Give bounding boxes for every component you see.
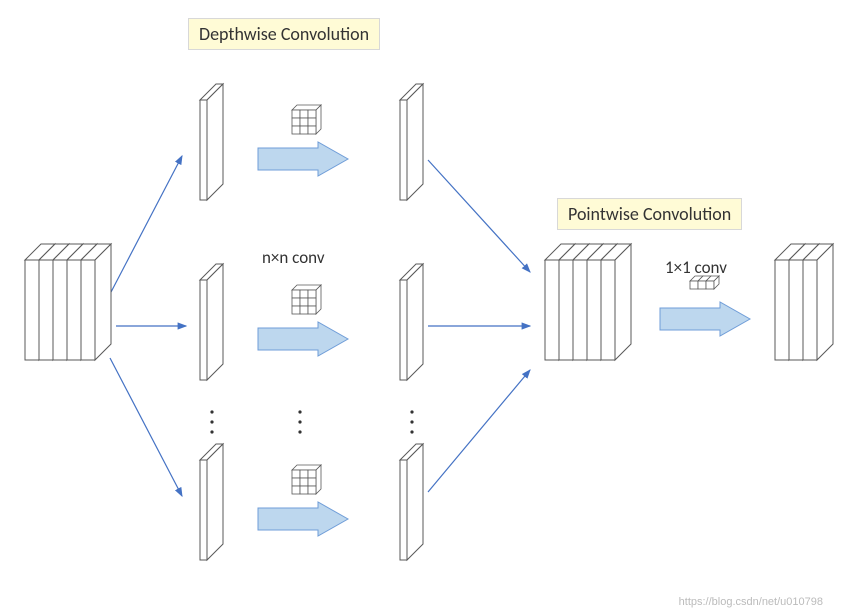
diagram-canvas [0, 0, 863, 616]
